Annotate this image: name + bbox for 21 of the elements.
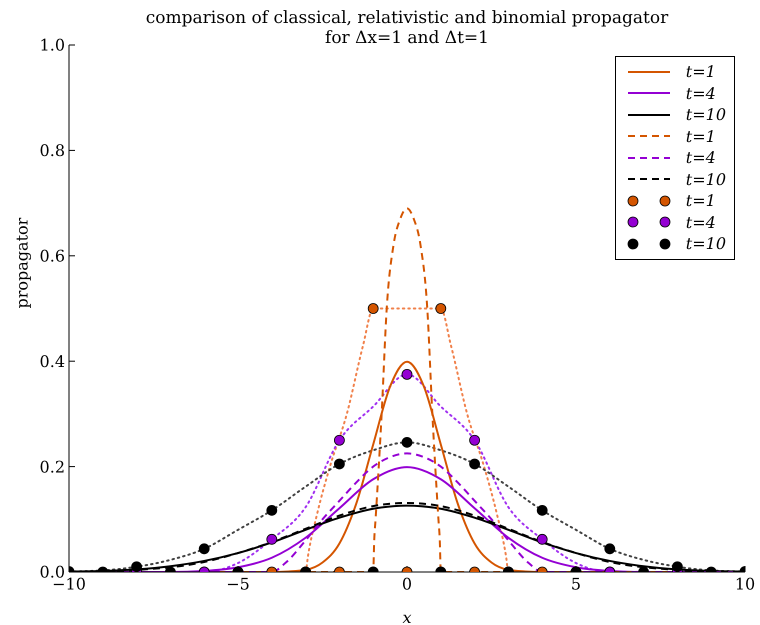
legend-label: t=1 [686,126,716,146]
x-tick-label: 10 [734,574,756,594]
legend-label: t=4 [686,212,716,232]
legend-label: t=4 [686,84,716,103]
y-tick-label: 0.8 [40,141,65,160]
legend-label: t=4 [686,148,716,168]
y-tick-label: 0.4 [40,352,65,371]
x-tick-label: −5 [226,574,250,594]
y-tick-label: 1.0 [40,36,65,55]
y-tick-label: 0.6 [40,246,65,266]
y-axis-title: propagator [12,217,32,308]
x-tick-label: 5 [570,574,582,594]
legend-label: t=10 [686,105,726,124]
legend-label: t=1 [686,191,716,210]
x-axis-title: x [402,608,412,625]
legend-label: t=10 [686,170,726,189]
x-tick-label: 0 [402,574,412,594]
legend-label: t=10 [686,234,726,254]
legend-label: t=1 [686,62,716,82]
y-tick-label: 0.2 [40,457,65,476]
chart-title: comparison of classical, relativistic and binomial propagator for Δx=1 and Δt=1 [144,8,670,48]
